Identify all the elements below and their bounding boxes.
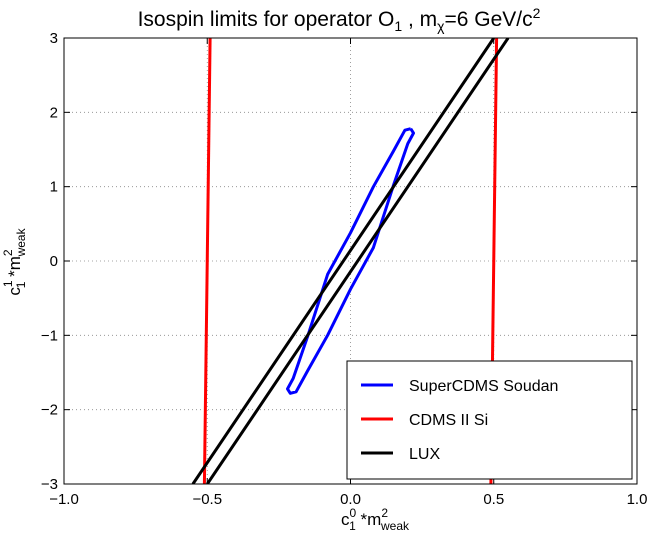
x-tick-label: 0.0 xyxy=(340,491,361,508)
legend-box xyxy=(346,360,633,480)
series-line-lux xyxy=(206,38,510,484)
x-tick-labels: −1.0 −0.5 0.0 0.5 1.0 xyxy=(49,491,647,508)
legend-label-lux: LUX xyxy=(409,446,440,463)
y-tick-labels: −3 −2 −1 0 1 2 3 xyxy=(41,30,58,493)
x-tick-label: −0.5 xyxy=(192,491,222,508)
series-line-lux xyxy=(191,38,496,484)
series-line-cdms-ii-si xyxy=(202,38,212,484)
y-tick-label: −3 xyxy=(41,476,58,493)
y-tick-label: 3 xyxy=(50,30,58,47)
chart-title: Isospin limits for operator O1 , mχ=6 Ge… xyxy=(138,5,541,34)
axes-frame xyxy=(63,37,638,485)
legend: SuperCDMS Soudan CDMS II Si LUX xyxy=(346,360,633,480)
y-tick-label: 0 xyxy=(50,253,58,270)
y-tick-label: 1 xyxy=(50,179,58,196)
y-tick-label: −1 xyxy=(41,327,58,344)
y-tick-label: 2 xyxy=(50,104,58,121)
x-tick-label: 0.5 xyxy=(483,491,504,508)
x-tick-label: −1.0 xyxy=(49,491,79,508)
legend-label-cdms-ii-si: CDMS II Si xyxy=(409,412,488,429)
x-tick-label: 1.0 xyxy=(627,491,648,508)
y-tick-label: −2 xyxy=(41,402,58,419)
y-axis-label: c11 *m2weak xyxy=(1,227,28,295)
x-axis-label: c0 1 *m2 weak xyxy=(341,506,410,533)
legend-label-supercdms-soudan: SuperCDMS Soudan xyxy=(409,378,558,395)
